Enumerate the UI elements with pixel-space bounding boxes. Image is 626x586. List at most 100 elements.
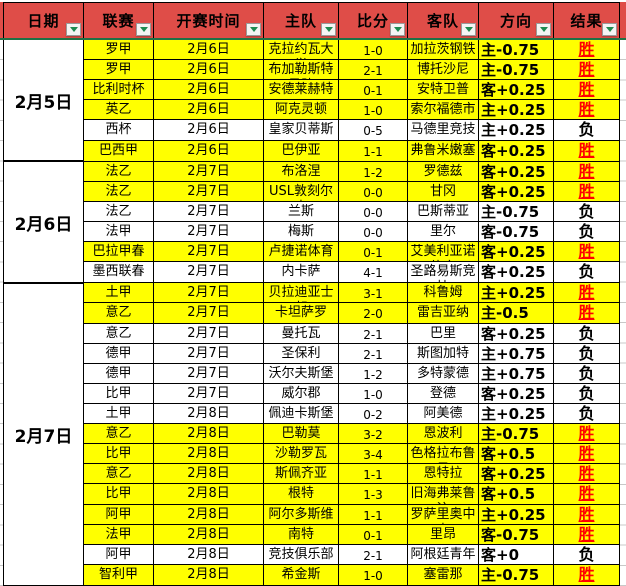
league-cell[interactable]: 英乙 — [84, 100, 154, 121]
result-cell[interactable]: 胜 — [554, 504, 620, 525]
league-cell[interactable]: 比甲 — [84, 484, 154, 505]
score-cell[interactable]: 0-1 — [339, 80, 408, 101]
score-cell[interactable]: 0-0 — [339, 222, 408, 243]
home-team-cell[interactable]: 佩迪卡斯堡 — [264, 404, 339, 425]
kickoff-time-cell[interactable]: 2月7日 — [154, 222, 264, 243]
result-cell[interactable]: 负 — [554, 262, 620, 283]
kickoff-time-cell[interactable]: 2月7日 — [154, 323, 264, 344]
league-cell[interactable]: 比利时杯 — [84, 80, 154, 101]
league-cell[interactable]: 巴西甲 — [84, 140, 154, 161]
league-cell[interactable]: 德甲 — [84, 363, 154, 384]
home-team-cell[interactable]: 贝拉迪亚士邦 — [264, 283, 339, 304]
away-team-cell[interactable]: 里昂 — [408, 524, 479, 545]
result-cell[interactable]: 负 — [554, 544, 620, 565]
home-team-cell[interactable]: 沙勒罗瓦 — [264, 444, 339, 465]
result-cell[interactable]: 负 — [554, 363, 620, 384]
score-cell[interactable]: 3-4 — [339, 444, 408, 465]
direction-cell[interactable]: 主+0.75 — [479, 363, 554, 384]
away-team-cell[interactable]: 索尔福德市 — [408, 100, 479, 121]
away-team-cell[interactable]: 罗德兹 — [408, 161, 479, 182]
home-team-cell[interactable]: 斯佩齐亚 — [264, 464, 339, 485]
kickoff-time-cell[interactable]: 2月7日 — [154, 201, 264, 222]
home-team-cell[interactable]: 梅斯 — [264, 222, 339, 243]
score-cell[interactable]: 0-1 — [339, 242, 408, 263]
away-team-cell[interactable]: 塞雷那 — [408, 564, 479, 585]
score-cell[interactable]: 1-1 — [339, 140, 408, 161]
filter-dropdown-icon[interactable] — [246, 23, 261, 36]
result-cell[interactable]: 胜 — [554, 40, 620, 61]
result-cell[interactable]: 负 — [554, 323, 620, 344]
home-team-cell[interactable]: USL敦刻尔克 — [264, 181, 339, 202]
league-cell[interactable]: 土甲 — [84, 283, 154, 304]
direction-cell[interactable]: 主+0.25 — [479, 100, 554, 121]
kickoff-time-cell[interactable]: 2月8日 — [154, 544, 264, 565]
league-cell[interactable]: 西杯 — [84, 120, 154, 141]
home-team-cell[interactable]: 沃尔夫斯堡 — [264, 363, 339, 384]
result-cell[interactable]: 负 — [554, 201, 620, 222]
kickoff-time-cell[interactable]: 2月7日 — [154, 303, 264, 324]
filter-dropdown-icon[interactable] — [461, 23, 476, 36]
result-cell[interactable]: 胜 — [554, 524, 620, 545]
kickoff-time-cell[interactable]: 2月8日 — [154, 564, 264, 585]
league-cell[interactable]: 法乙 — [84, 181, 154, 202]
direction-cell[interactable]: 客+0.25 — [479, 140, 554, 161]
kickoff-time-cell[interactable]: 2月8日 — [154, 464, 264, 485]
score-cell[interactable]: 1-1 — [339, 464, 408, 485]
league-cell[interactable]: 意乙 — [84, 323, 154, 344]
league-cell[interactable]: 罗甲 — [84, 40, 154, 61]
league-cell[interactable]: 阿甲 — [84, 504, 154, 525]
score-cell[interactable]: 2-1 — [339, 343, 408, 364]
result-cell[interactable]: 胜 — [554, 242, 620, 263]
result-cell[interactable]: 胜 — [554, 60, 620, 81]
result-cell[interactable]: 胜 — [554, 484, 620, 505]
result-cell[interactable]: 胜 — [554, 283, 620, 304]
kickoff-time-cell[interactable]: 2月7日 — [154, 181, 264, 202]
kickoff-time-cell[interactable]: 2月7日 — [154, 242, 264, 263]
direction-cell[interactable]: 客-0.75 — [479, 222, 554, 243]
league-cell[interactable]: 智利甲 — [84, 564, 154, 585]
kickoff-time-cell[interactable]: 2月7日 — [154, 161, 264, 182]
direction-cell[interactable]: 客+0.25 — [479, 464, 554, 485]
filter-dropdown-icon[interactable] — [602, 23, 617, 36]
date-group-cell[interactable]: 2月6日 — [4, 162, 84, 285]
direction-cell[interactable]: 主-0.75 — [479, 564, 554, 585]
direction-cell[interactable]: 客+0.25 — [479, 161, 554, 182]
home-team-cell[interactable]: 希金斯 — [264, 564, 339, 585]
result-cell[interactable]: 胜 — [554, 181, 620, 202]
direction-cell[interactable]: 主-0.5 — [479, 303, 554, 324]
score-cell[interactable]: 4-1 — [339, 262, 408, 283]
away-team-cell[interactable]: 罗萨里奥中央 — [408, 504, 479, 525]
kickoff-time-cell[interactable]: 2月6日 — [154, 120, 264, 141]
away-team-cell[interactable]: 巴斯蒂亚 — [408, 201, 479, 222]
direction-cell[interactable]: 客+0.25 — [479, 242, 554, 263]
result-cell[interactable]: 胜 — [554, 100, 620, 121]
home-team-cell[interactable]: 布洛涅 — [264, 161, 339, 182]
score-cell[interactable]: 2-1 — [339, 60, 408, 81]
kickoff-time-cell[interactable]: 2月6日 — [154, 40, 264, 61]
filter-dropdown-icon[interactable] — [390, 23, 405, 36]
score-cell[interactable]: 0-1 — [339, 524, 408, 545]
home-team-cell[interactable]: 阿克灵顿 — [264, 100, 339, 121]
away-team-cell[interactable]: 里尔 — [408, 222, 479, 243]
league-cell[interactable]: 法乙 — [84, 161, 154, 182]
away-team-cell[interactable]: 斯图加特 — [408, 343, 479, 364]
filter-dropdown-icon[interactable] — [66, 23, 81, 36]
away-team-cell[interactable]: 登德 — [408, 383, 479, 404]
date-group-cell[interactable]: 2月5日 — [4, 40, 84, 163]
kickoff-time-cell[interactable]: 2月8日 — [154, 524, 264, 545]
league-cell[interactable]: 意乙 — [84, 424, 154, 445]
home-team-cell[interactable]: 巴伊亚 — [264, 140, 339, 161]
kickoff-time-cell[interactable]: 2月7日 — [154, 343, 264, 364]
direction-cell[interactable]: 主+0.25 — [479, 504, 554, 525]
direction-cell[interactable]: 主+0.25 — [479, 404, 554, 425]
league-cell[interactable]: 罗甲 — [84, 60, 154, 81]
home-team-cell[interactable]: 阿尔多斯维 — [264, 504, 339, 525]
direction-cell[interactable]: 客+0.25 — [479, 181, 554, 202]
kickoff-time-cell[interactable]: 2月7日 — [154, 363, 264, 384]
league-cell[interactable]: 比甲 — [84, 444, 154, 465]
away-team-cell[interactable]: 多特蒙德 — [408, 363, 479, 384]
league-cell[interactable]: 法乙 — [84, 201, 154, 222]
home-team-cell[interactable]: 根特 — [264, 484, 339, 505]
direction-cell[interactable]: 主+0.25 — [479, 283, 554, 304]
away-team-cell[interactable]: 甘冈 — [408, 181, 479, 202]
